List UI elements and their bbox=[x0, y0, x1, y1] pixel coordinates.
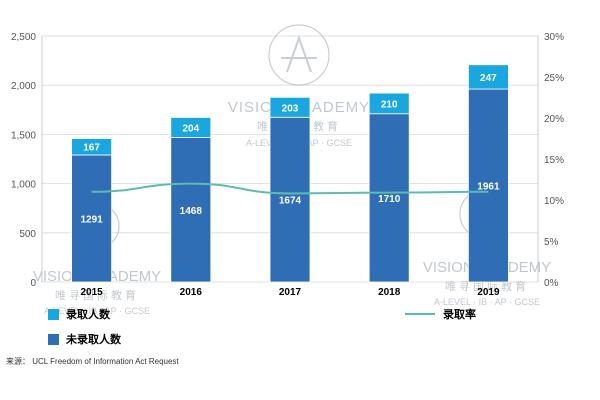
y-tick-label: 500 bbox=[19, 229, 36, 240]
bars bbox=[71, 64, 509, 283]
y-tick-label: 0 bbox=[30, 278, 36, 289]
legend-label-rate: 录取率 bbox=[443, 309, 476, 321]
watermark-chinese: 唯寻国际教育 bbox=[445, 279, 529, 293]
y-tick-label: 2,500 bbox=[11, 32, 36, 43]
data-label-admitted: 203 bbox=[282, 103, 299, 114]
data-label-not-admitted: 1710 bbox=[378, 194, 401, 205]
bar-not-admitted bbox=[269, 116, 311, 283]
legend: 录取人数 未录取人数 bbox=[48, 305, 121, 355]
y2-tick-label: 5% bbox=[544, 237, 559, 248]
bar-admitted bbox=[269, 96, 311, 118]
watermark-tagline: A-LEVEL · IB · AP · GCSE bbox=[44, 306, 150, 316]
legend-swatch-rate bbox=[405, 313, 435, 315]
data-label-admitted: 210 bbox=[381, 99, 398, 110]
watermark-emblem bbox=[268, 24, 330, 86]
data-label-not-admitted: 1961 bbox=[477, 182, 500, 193]
legend-item-rate: 录取率 bbox=[405, 305, 476, 323]
data-labels: 167 1291 2015 204 1468 2016 203 1674 2017 210 1710… bbox=[80, 73, 499, 298]
data-label-admitted: 167 bbox=[83, 143, 100, 154]
legend-swatch-not-admitted bbox=[48, 333, 59, 345]
watermark-emblem-mark bbox=[281, 34, 317, 73]
watermark-tagline: A-LEVEL · IB · AP · GCSE bbox=[434, 297, 540, 307]
data-label-not-admitted: 1674 bbox=[279, 196, 302, 207]
bar-not-admitted bbox=[368, 113, 410, 283]
legend-swatch-admitted bbox=[48, 308, 59, 320]
y2-tick-label: 25% bbox=[544, 73, 564, 84]
bar-not-admitted bbox=[71, 154, 112, 283]
legend-item-admitted: 录取人数 bbox=[48, 305, 121, 323]
x-tick-label: 2018 bbox=[378, 287, 401, 298]
axes: 0 500 1,000 1,500 2,000 2,500 0% 5% 10% 15% 20% 25%… bbox=[11, 32, 564, 289]
data-label-not-admitted: 1291 bbox=[80, 214, 103, 225]
rate-line-layer bbox=[91, 182, 489, 195]
x-tick-label: 2015 bbox=[80, 287, 103, 298]
y-tick-label: 2,000 bbox=[11, 81, 36, 92]
legend-label-admitted: 录取人数 bbox=[66, 309, 110, 321]
x-tick-label: 2016 bbox=[180, 287, 203, 298]
bar-admitted bbox=[467, 64, 509, 90]
data-label-admitted: 204 bbox=[182, 124, 199, 135]
y-tick-label: 1,000 bbox=[11, 180, 36, 191]
y2-tick-label: 30% bbox=[544, 32, 564, 43]
y-tick-label: 1,500 bbox=[11, 130, 36, 141]
legend-item-not-admitted: 未录取人数 bbox=[48, 330, 121, 348]
rate-line bbox=[91, 182, 489, 195]
bar-admitted bbox=[71, 138, 112, 156]
watermark-chinese: 唯寻国际教育 bbox=[55, 288, 139, 302]
data-label-admitted: 247 bbox=[480, 73, 497, 84]
bar-not-admitted bbox=[170, 137, 212, 283]
x-tick-label: 2017 bbox=[279, 287, 302, 298]
y2-tick-label: 0% bbox=[544, 278, 559, 289]
y2-tick-label: 10% bbox=[544, 196, 564, 207]
bar-admitted bbox=[170, 117, 212, 138]
data-label-not-admitted: 1468 bbox=[180, 206, 203, 217]
y2-tick-label: 15% bbox=[544, 155, 564, 166]
legend-label-not-admitted: 未录取人数 bbox=[66, 334, 121, 346]
source-note: 来源： UCL Freedom of Information Act Reque… bbox=[6, 357, 179, 366]
x-tick-label: 2019 bbox=[477, 287, 500, 298]
y2-tick-label: 20% bbox=[544, 114, 564, 125]
bar-admitted bbox=[368, 92, 410, 115]
